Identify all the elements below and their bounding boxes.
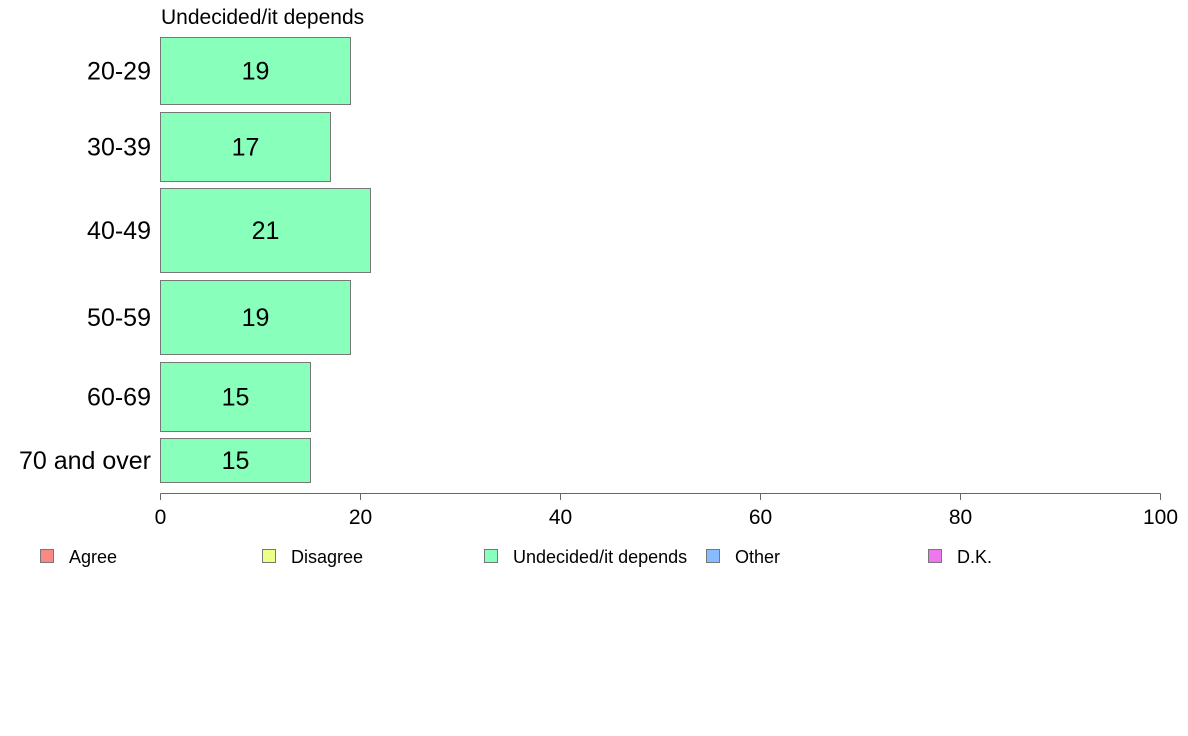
x-tick-label: 100 xyxy=(1143,506,1178,529)
bar-value-label: 15 xyxy=(222,447,250,475)
x-tick-label: 40 xyxy=(549,506,572,529)
x-tick-label: 80 xyxy=(949,506,972,529)
bars-group: 19 20-29 17 30-39 21 40-49 19 50-59 15 60-69 15 70 … xyxy=(19,37,371,483)
category-label: 30-39 xyxy=(87,134,151,162)
bar-value-label: 17 xyxy=(232,134,260,162)
bar-value-label: 21 xyxy=(252,217,280,245)
bar-value-label: 19 xyxy=(242,304,270,332)
legend: Agree Disagree Undecided/it depends Other D.… xyxy=(40,547,992,567)
category-label: 40-49 xyxy=(87,217,151,245)
category-label: 70 and over xyxy=(19,447,151,475)
legend-swatch xyxy=(40,549,54,563)
bar-70-and-over xyxy=(160,438,311,483)
bar-value-label: 19 xyxy=(242,58,270,86)
legend-swatch xyxy=(928,549,942,563)
legend-label: Agree xyxy=(69,547,117,567)
legend-swatch xyxy=(484,549,498,563)
bar-50-59 xyxy=(160,280,351,355)
bar-30-39 xyxy=(160,112,331,182)
legend-label: Disagree xyxy=(291,547,363,567)
category-label: 60-69 xyxy=(87,384,151,412)
bar-40-49 xyxy=(160,188,371,273)
x-tick-label: 20 xyxy=(349,506,372,529)
legend-swatch xyxy=(706,549,720,563)
category-label: 50-59 xyxy=(87,304,151,332)
x-axis: 0 20 40 60 80 100 xyxy=(155,493,1178,529)
bar-20-29 xyxy=(160,37,351,105)
x-tick-label: 60 xyxy=(749,506,772,529)
x-tick-label: 0 xyxy=(155,506,167,529)
legend-label: D.K. xyxy=(957,547,992,567)
legend-label: Other xyxy=(735,547,780,567)
bar-value-label: 15 xyxy=(222,384,250,412)
chart-title: Undecided/it depends xyxy=(161,6,364,29)
legend-label: Undecided/it depends xyxy=(513,547,687,567)
legend-swatch xyxy=(262,549,276,563)
bar-60-69 xyxy=(160,362,311,432)
category-label: 20-29 xyxy=(87,58,151,86)
